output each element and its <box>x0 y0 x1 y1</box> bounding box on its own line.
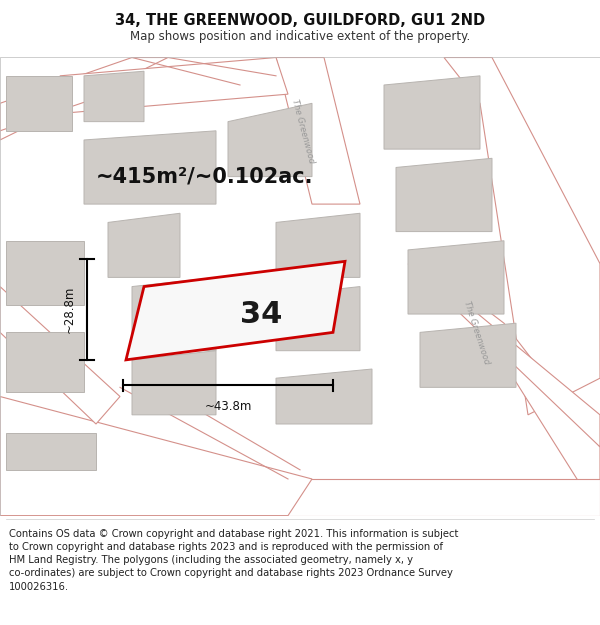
Polygon shape <box>0 286 120 424</box>
Polygon shape <box>228 103 312 177</box>
Polygon shape <box>84 71 144 122</box>
Polygon shape <box>420 323 516 388</box>
Polygon shape <box>408 241 504 314</box>
Polygon shape <box>6 241 84 305</box>
Polygon shape <box>0 58 168 140</box>
Polygon shape <box>276 213 360 278</box>
Polygon shape <box>456 286 600 516</box>
Polygon shape <box>126 261 345 360</box>
Polygon shape <box>276 286 360 351</box>
Polygon shape <box>132 351 216 415</box>
Polygon shape <box>276 58 360 204</box>
Text: The Greenwood: The Greenwood <box>290 98 316 164</box>
Text: ~28.8m: ~28.8m <box>63 286 76 333</box>
Polygon shape <box>384 76 480 149</box>
Polygon shape <box>108 213 180 278</box>
Text: ~43.8m: ~43.8m <box>205 400 251 412</box>
Text: 34, THE GREENWOOD, GUILDFORD, GU1 2ND: 34, THE GREENWOOD, GUILDFORD, GU1 2ND <box>115 12 485 28</box>
Polygon shape <box>84 131 216 204</box>
Polygon shape <box>444 58 600 415</box>
Polygon shape <box>132 278 216 351</box>
Polygon shape <box>0 396 312 516</box>
Polygon shape <box>396 158 492 232</box>
Polygon shape <box>6 332 84 392</box>
Polygon shape <box>0 479 600 516</box>
Polygon shape <box>60 58 288 112</box>
Polygon shape <box>6 76 72 131</box>
Polygon shape <box>408 264 600 447</box>
Text: The Greenwood: The Greenwood <box>463 299 491 365</box>
Text: Map shows position and indicative extent of the property.: Map shows position and indicative extent… <box>130 30 470 43</box>
Text: Contains OS data © Crown copyright and database right 2021. This information is : Contains OS data © Crown copyright and d… <box>9 529 458 591</box>
Text: 34: 34 <box>240 300 282 329</box>
Text: ~415m²/~0.102ac.: ~415m²/~0.102ac. <box>96 167 314 187</box>
Polygon shape <box>276 369 372 424</box>
Polygon shape <box>6 433 96 470</box>
